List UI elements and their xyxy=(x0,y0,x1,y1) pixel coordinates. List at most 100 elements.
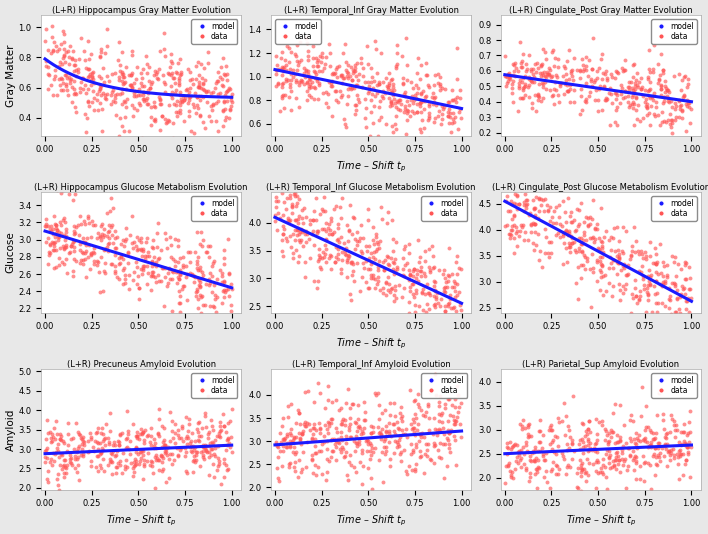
Point xyxy=(428,89,439,97)
Point xyxy=(408,265,419,274)
Point xyxy=(407,425,418,434)
Point xyxy=(420,272,431,281)
Point xyxy=(218,260,229,268)
Point xyxy=(679,275,690,284)
Point xyxy=(405,271,416,279)
Point xyxy=(293,235,304,244)
Point xyxy=(95,236,106,245)
Point xyxy=(508,173,520,182)
Point xyxy=(307,216,319,225)
Point xyxy=(51,224,62,232)
Point xyxy=(331,73,343,81)
Point xyxy=(74,84,86,92)
Point xyxy=(355,423,366,432)
Point xyxy=(184,443,195,451)
Point xyxy=(152,429,164,437)
Point xyxy=(178,96,190,104)
Point xyxy=(547,72,558,80)
Point xyxy=(84,54,95,63)
Point xyxy=(363,87,375,95)
Point xyxy=(147,458,158,467)
Point xyxy=(57,216,69,225)
Point xyxy=(59,217,71,226)
Point xyxy=(591,67,603,76)
Point xyxy=(596,106,607,114)
Point xyxy=(222,285,234,293)
Point xyxy=(610,438,621,447)
Point xyxy=(666,279,678,287)
Point xyxy=(278,414,289,422)
Point xyxy=(578,250,590,259)
Point xyxy=(152,74,163,82)
Point xyxy=(389,296,400,305)
Point xyxy=(394,409,405,418)
Point xyxy=(575,74,586,83)
Point xyxy=(302,38,313,47)
Point xyxy=(673,474,685,483)
Point xyxy=(503,444,514,453)
Point xyxy=(641,101,652,110)
Point xyxy=(633,267,644,276)
Point xyxy=(148,260,159,268)
Point xyxy=(147,469,159,477)
Point xyxy=(149,66,160,75)
Point xyxy=(569,447,580,456)
Point xyxy=(535,426,546,435)
Point xyxy=(118,235,129,244)
Point xyxy=(578,217,590,226)
Point xyxy=(302,56,314,65)
Point xyxy=(660,503,671,512)
Point xyxy=(683,429,694,437)
Point xyxy=(184,92,195,101)
Point xyxy=(350,81,362,90)
Point xyxy=(198,117,209,126)
Point xyxy=(451,270,462,278)
Point xyxy=(134,430,145,438)
Point xyxy=(401,470,413,478)
Point xyxy=(547,90,559,99)
Point xyxy=(278,67,289,75)
Point xyxy=(418,433,430,442)
Point xyxy=(350,419,361,428)
Point xyxy=(302,79,313,88)
Point xyxy=(79,81,90,89)
Point xyxy=(352,237,363,246)
Point xyxy=(675,101,687,109)
Point xyxy=(47,33,58,41)
Point xyxy=(140,238,152,246)
Point xyxy=(86,461,97,470)
Point xyxy=(337,414,348,423)
Point xyxy=(569,215,580,224)
Point xyxy=(55,189,67,197)
Point xyxy=(326,184,337,193)
Point xyxy=(367,274,379,282)
Point xyxy=(582,72,593,80)
Point xyxy=(131,427,142,436)
Point xyxy=(200,280,211,288)
Point xyxy=(326,82,338,90)
Point xyxy=(302,387,314,395)
Point xyxy=(375,427,386,436)
Point xyxy=(358,461,369,470)
Point xyxy=(133,284,144,292)
Point xyxy=(561,446,573,454)
Point xyxy=(169,261,180,270)
Point xyxy=(105,457,116,465)
Point xyxy=(271,66,282,74)
Point xyxy=(78,46,89,55)
Point xyxy=(576,105,587,114)
Point xyxy=(43,248,55,257)
Point xyxy=(633,436,644,445)
Point xyxy=(330,396,341,404)
Point xyxy=(360,114,371,122)
Point xyxy=(523,433,534,441)
Point xyxy=(351,442,362,451)
Point xyxy=(371,89,382,97)
Point xyxy=(172,242,183,250)
Point xyxy=(661,462,672,470)
Point xyxy=(182,468,193,477)
Point xyxy=(576,54,588,63)
Point xyxy=(682,443,693,451)
Point xyxy=(618,457,629,466)
Point xyxy=(53,486,64,494)
